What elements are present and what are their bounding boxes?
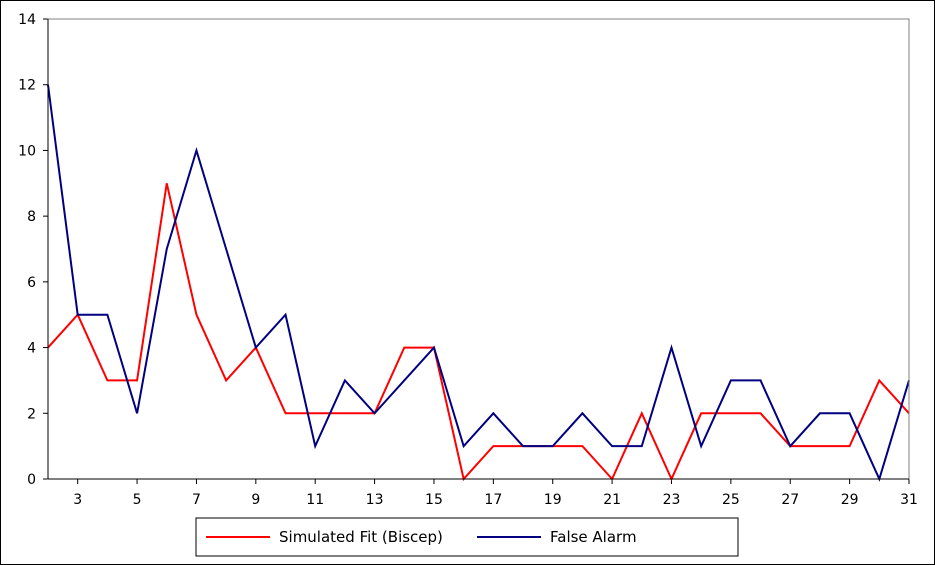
x-tick-label: 19 bbox=[544, 492, 562, 508]
series-line-0 bbox=[47, 183, 910, 482]
legend-box bbox=[195, 517, 739, 557]
axes bbox=[47, 19, 909, 480]
legend-label-series-1: False Alarm bbox=[550, 528, 637, 546]
x-tick-label: 29 bbox=[841, 492, 859, 508]
legend: Simulated Fit (Biscep) False Alarm bbox=[195, 517, 739, 557]
series-layer bbox=[47, 84, 910, 482]
y-axis-ticks: 0 2 4 6 8 10 12 14 bbox=[18, 12, 48, 488]
series-line-1 bbox=[47, 84, 910, 482]
plot-area-border bbox=[47, 18, 910, 480]
y-tick-label: 6 bbox=[27, 275, 36, 291]
x-tick-label: 9 bbox=[251, 492, 260, 508]
x-tick-label: 31 bbox=[900, 492, 918, 508]
y-tick-label: 12 bbox=[18, 78, 36, 94]
y-tick-label: 14 bbox=[18, 12, 36, 28]
x-tick-label: 13 bbox=[366, 492, 384, 508]
x-tick-label: 3 bbox=[73, 492, 82, 508]
x-tick-label: 25 bbox=[722, 492, 740, 508]
x-axis-ticks: 3 5 7 9 11 13 15 17 19 21 23 25 27 29 31 bbox=[73, 479, 918, 508]
y-tick-label: 2 bbox=[27, 406, 36, 422]
x-tick-label: 15 bbox=[425, 492, 443, 508]
x-tick-label: 23 bbox=[663, 492, 681, 508]
x-tick-label: 21 bbox=[603, 492, 621, 508]
x-tick-label: 17 bbox=[484, 492, 502, 508]
x-tick-label: 7 bbox=[192, 492, 201, 508]
x-tick-label: 5 bbox=[133, 492, 142, 508]
y-tick-label: 10 bbox=[18, 143, 36, 159]
x-tick-label: 11 bbox=[306, 492, 324, 508]
y-tick-label: 8 bbox=[27, 209, 36, 225]
x-tick-label: 27 bbox=[781, 492, 799, 508]
y-tick-label: 0 bbox=[27, 472, 36, 488]
legend-label-series-0: Simulated Fit (Biscep) bbox=[279, 528, 443, 546]
y-tick-label: 4 bbox=[27, 341, 36, 357]
